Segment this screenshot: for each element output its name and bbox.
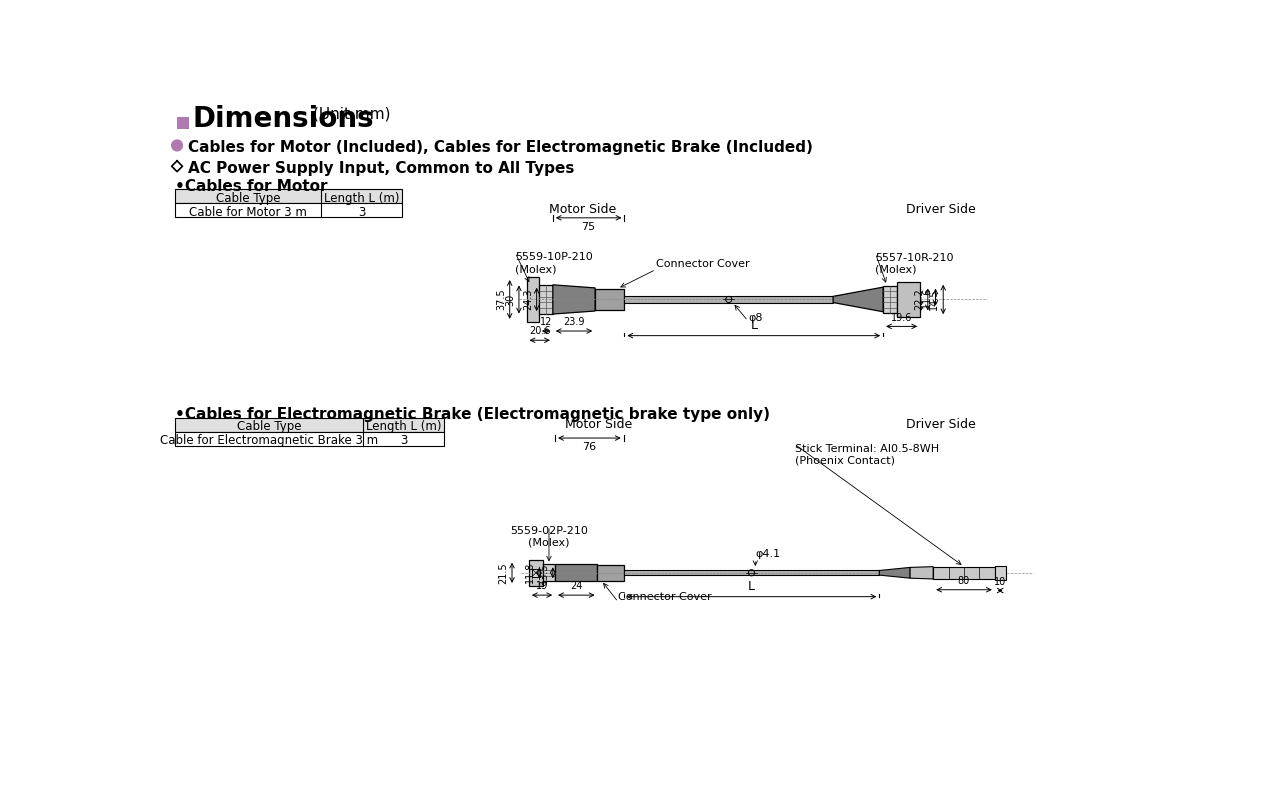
Text: 5559-02P-210
(Molex): 5559-02P-210 (Molex) bbox=[509, 525, 588, 548]
Text: 22.2: 22.2 bbox=[914, 289, 924, 310]
Text: Stick Terminal: AI0.5-8WH
(Phoenix Contact): Stick Terminal: AI0.5-8WH (Phoenix Conta… bbox=[795, 444, 938, 466]
Text: 37.5: 37.5 bbox=[495, 289, 506, 310]
Text: L: L bbox=[748, 580, 755, 593]
Text: Driver Side: Driver Side bbox=[906, 204, 975, 216]
Text: 80: 80 bbox=[957, 576, 970, 586]
Text: Cable Type: Cable Type bbox=[237, 421, 301, 433]
Bar bbox=[526, 277, 539, 322]
Text: 24.3: 24.3 bbox=[522, 289, 532, 310]
Bar bbox=[995, 566, 1006, 580]
Text: Driver Side: Driver Side bbox=[906, 418, 975, 431]
Text: Connector Cover: Connector Cover bbox=[618, 592, 712, 602]
Text: Length L (m): Length L (m) bbox=[324, 192, 399, 204]
Text: 11.8: 11.8 bbox=[525, 562, 535, 584]
Bar bbox=[543, 564, 556, 581]
Text: 24: 24 bbox=[570, 581, 582, 591]
Text: 19.6: 19.6 bbox=[891, 312, 913, 323]
Bar bbox=[539, 285, 553, 314]
Text: 21.5: 21.5 bbox=[498, 562, 508, 584]
Bar bbox=[175, 432, 444, 446]
Polygon shape bbox=[910, 567, 933, 579]
Text: 20.6: 20.6 bbox=[529, 327, 550, 336]
Polygon shape bbox=[833, 287, 883, 312]
Text: Connector Cover: Connector Cover bbox=[657, 259, 750, 270]
Text: 14.5: 14.5 bbox=[929, 289, 940, 310]
Text: 30: 30 bbox=[506, 293, 515, 305]
Bar bbox=[883, 285, 897, 313]
Polygon shape bbox=[556, 564, 598, 581]
Text: 19: 19 bbox=[536, 581, 548, 591]
Text: AC Power Supply Input, Common to All Types: AC Power Supply Input, Common to All Typ… bbox=[188, 161, 575, 176]
Text: Cable for Motor 3 m: Cable for Motor 3 m bbox=[189, 206, 307, 219]
Text: Length L (m): Length L (m) bbox=[366, 421, 442, 433]
Text: Motor Side: Motor Side bbox=[549, 204, 617, 216]
Bar bbox=[625, 297, 833, 303]
Text: •Cables for Motor: •Cables for Motor bbox=[175, 180, 328, 194]
Text: 3: 3 bbox=[358, 206, 365, 219]
Text: φ8: φ8 bbox=[748, 312, 763, 323]
Text: Cable for Electromagnetic Brake 3 m: Cable for Electromagnetic Brake 3 m bbox=[160, 434, 378, 448]
Polygon shape bbox=[879, 568, 910, 578]
Text: φ4.1: φ4.1 bbox=[755, 549, 781, 559]
Text: 12: 12 bbox=[540, 317, 552, 328]
Text: 23.9: 23.9 bbox=[563, 317, 585, 328]
Bar bbox=[529, 560, 543, 586]
Bar bbox=[177, 117, 189, 130]
Text: •Cables for Electromagnetic Brake (Electromagnetic brake type only): •Cables for Electromagnetic Brake (Elect… bbox=[175, 407, 769, 422]
Text: 5559-10P-210
(Molex): 5559-10P-210 (Molex) bbox=[515, 253, 593, 274]
Bar bbox=[623, 571, 879, 575]
Bar bbox=[933, 567, 995, 579]
Text: 10: 10 bbox=[995, 576, 1006, 587]
Text: Cables for Motor (Included), Cables for Electromagnetic Brake (Included): Cables for Motor (Included), Cables for … bbox=[188, 140, 813, 155]
Circle shape bbox=[172, 140, 183, 151]
Text: 13.5: 13.5 bbox=[539, 562, 549, 584]
Bar bbox=[532, 569, 540, 576]
Text: 75: 75 bbox=[581, 222, 595, 231]
Text: 11.6: 11.6 bbox=[922, 286, 932, 308]
Text: Motor Side: Motor Side bbox=[564, 418, 632, 431]
Bar bbox=[175, 418, 444, 432]
Text: 3: 3 bbox=[401, 434, 407, 448]
Text: (Unit mm): (Unit mm) bbox=[314, 107, 390, 121]
Bar bbox=[598, 565, 623, 580]
Text: 76: 76 bbox=[582, 442, 596, 452]
Polygon shape bbox=[553, 285, 595, 314]
Bar bbox=[175, 189, 402, 204]
Text: 5557-10R-210
(Molex): 5557-10R-210 (Molex) bbox=[876, 254, 954, 275]
Text: L: L bbox=[750, 319, 758, 332]
Bar bbox=[595, 289, 625, 310]
Text: Dimensions: Dimensions bbox=[192, 105, 374, 133]
Bar bbox=[897, 281, 920, 317]
Bar bbox=[175, 204, 402, 217]
Text: Cable Type: Cable Type bbox=[215, 192, 280, 204]
